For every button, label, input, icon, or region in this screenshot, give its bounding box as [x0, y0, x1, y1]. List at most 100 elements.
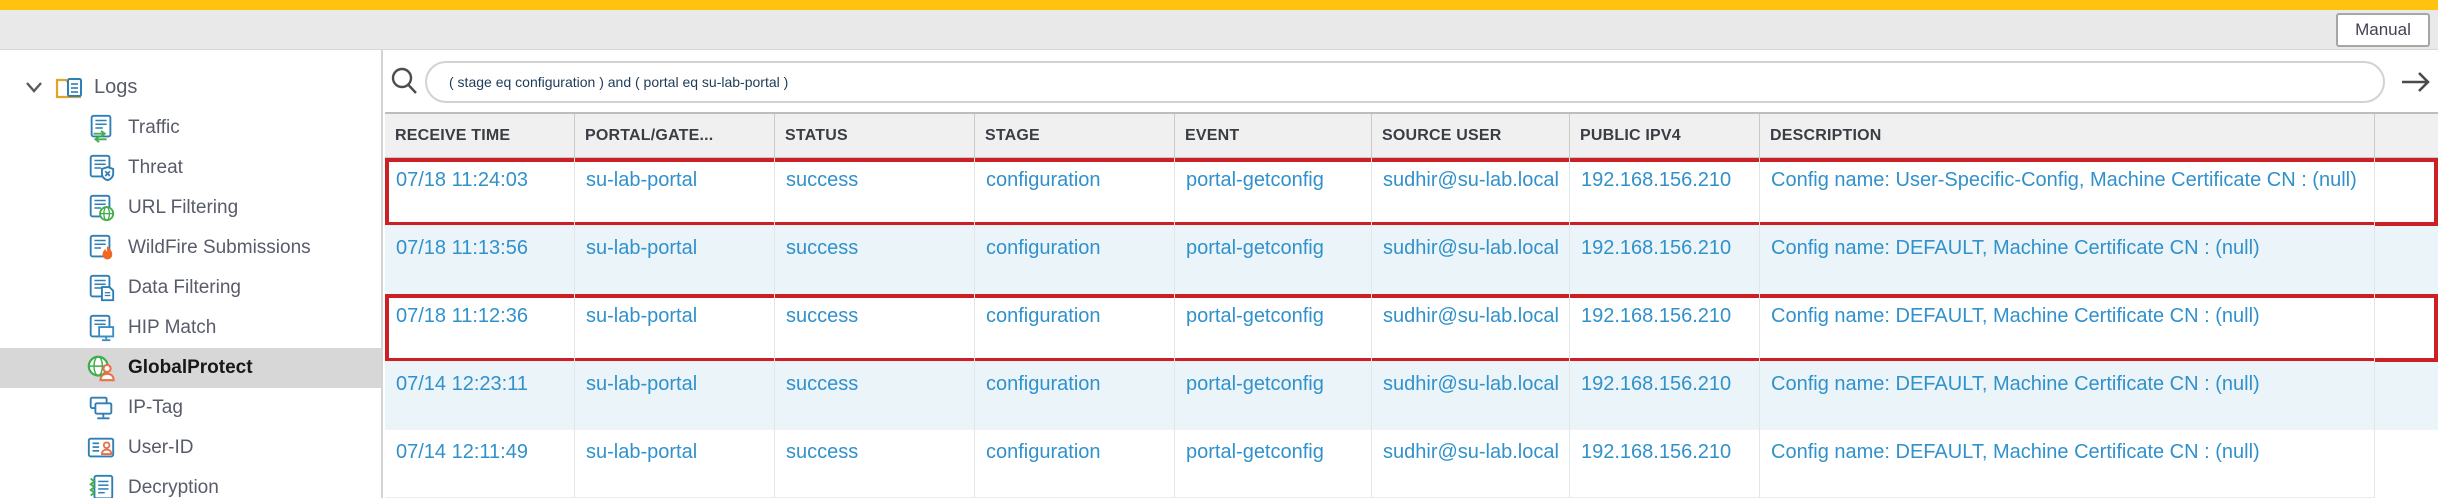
- cell-status: success: [775, 294, 975, 362]
- search-icon: [389, 65, 421, 102]
- sidebar-item-label: URL Filtering: [128, 197, 239, 218]
- cell-portal: su-lab-portal: [575, 226, 775, 294]
- column-header-source-user[interactable]: SOURCE USER: [1372, 114, 1570, 157]
- row-gutter: [2375, 430, 2438, 498]
- cell-status: success: [775, 158, 975, 226]
- log-viewer-panel: ( stage eq configuration ) and ( portal …: [385, 50, 2438, 498]
- data-filtering-log-icon: [89, 274, 115, 302]
- user-id-log-icon: [87, 437, 115, 458]
- top-toolbar: Manual: [0, 10, 2438, 50]
- sidebar-item-traffic[interactable]: Traffic: [0, 108, 381, 148]
- sidebar-item-wildfire-submissions[interactable]: WildFire Submissions: [0, 228, 381, 268]
- sidebar-item-hip-match[interactable]: HIP Match: [0, 308, 381, 348]
- sidebar-item-ip-tag[interactable]: IP-Tag: [0, 388, 381, 428]
- sidebar-item-label: GlobalProtect: [128, 357, 253, 378]
- refresh-mode-dropdown[interactable]: Manual: [2336, 13, 2430, 47]
- sidebar-item-data-filtering[interactable]: Data Filtering: [0, 268, 381, 308]
- column-header-status[interactable]: STATUS: [775, 114, 975, 157]
- cell-source-user: sudhir@su-lab.local: [1372, 226, 1570, 294]
- cell-source-user: sudhir@su-lab.local: [1372, 362, 1570, 430]
- chevron-down-icon[interactable]: [22, 75, 46, 99]
- column-header-description[interactable]: DESCRIPTION: [1760, 114, 2375, 157]
- sidebar-item-label: Decryption: [128, 477, 219, 498]
- cell-receive-time: 07/18 11:12:36: [385, 294, 575, 362]
- sidebar-item-label: Traffic: [128, 117, 180, 138]
- apply-filter-arrow-icon[interactable]: [2398, 64, 2434, 105]
- cell-description: Config name: DEFAULT, Machine Certificat…: [1760, 226, 2375, 294]
- cell-public-ipv4: 192.168.156.210: [1570, 294, 1760, 362]
- column-header-portal-gateway[interactable]: PORTAL/GATE...: [575, 114, 775, 157]
- cell-description: Config name: DEFAULT, Machine Certificat…: [1760, 430, 2375, 498]
- globalprotect-log-table: RECEIVE TIME PORTAL/GATE... STATUS STAGE…: [385, 112, 2438, 498]
- table-row[interactable]: 07/18 11:12:36 su-lab-portal success con…: [385, 294, 2438, 362]
- cell-status: success: [775, 362, 975, 430]
- table-row[interactable]: 07/14 12:23:11 su-lab-portal success con…: [385, 362, 2438, 430]
- cell-event: portal-getconfig: [1175, 362, 1372, 430]
- sidebar-item-globalprotect[interactable]: GlobalProtect: [0, 348, 381, 388]
- sidebar-item-logs[interactable]: Logs: [0, 66, 381, 108]
- ip-tag-log-icon: [89, 396, 113, 420]
- cell-portal: su-lab-portal: [575, 430, 775, 498]
- table-row[interactable]: 07/18 11:13:56 su-lab-portal success con…: [385, 226, 2438, 294]
- hip-match-log-icon: [89, 314, 115, 342]
- log-filter-bar: ( stage eq configuration ) and ( portal …: [385, 50, 2438, 112]
- table-row[interactable]: 07/14 12:11:49 su-lab-portal success con…: [385, 430, 2438, 498]
- sidebar-item-user-id[interactable]: User-ID: [0, 428, 381, 468]
- cell-receive-time: 07/14 12:23:11: [385, 362, 575, 430]
- header-gutter: [2375, 114, 2438, 157]
- cell-description: Config name: DEFAULT, Machine Certificat…: [1760, 362, 2375, 430]
- cell-public-ipv4: 192.168.156.210: [1570, 362, 1760, 430]
- cell-public-ipv4: 192.168.156.210: [1570, 158, 1760, 226]
- column-header-event[interactable]: EVENT: [1175, 114, 1372, 157]
- table-body: 07/18 11:24:03 su-lab-portal success con…: [385, 158, 2438, 498]
- cell-receive-time: 07/18 11:24:03: [385, 158, 575, 226]
- cell-portal: su-lab-portal: [575, 294, 775, 362]
- sidebar-item-label: Data Filtering: [128, 277, 241, 298]
- cell-public-ipv4: 192.168.156.210: [1570, 430, 1760, 498]
- url-filtering-log-icon: [89, 194, 115, 222]
- cell-source-user: sudhir@su-lab.local: [1372, 294, 1570, 362]
- row-gutter: [2375, 226, 2438, 294]
- cell-event: portal-getconfig: [1175, 430, 1372, 498]
- sidebar-item-label: IP-Tag: [128, 397, 183, 418]
- table-header-row: RECEIVE TIME PORTAL/GATE... STATUS STAGE…: [385, 112, 2438, 158]
- cell-event: portal-getconfig: [1175, 294, 1372, 362]
- globalprotect-log-icon: [87, 355, 115, 382]
- column-header-stage[interactable]: STAGE: [975, 114, 1175, 157]
- sidebar-item-label: User-ID: [128, 437, 194, 458]
- cell-portal: su-lab-portal: [575, 362, 775, 430]
- row-gutter: [2375, 158, 2438, 226]
- cell-status: success: [775, 430, 975, 498]
- table-row[interactable]: 07/18 11:24:03 su-lab-portal success con…: [385, 158, 2438, 226]
- decryption-log-icon: [89, 474, 114, 498]
- column-header-public-ipv4[interactable]: PUBLIC IPV4: [1570, 114, 1760, 157]
- cell-status: success: [775, 226, 975, 294]
- sidebar-item-label: Logs: [94, 75, 138, 98]
- column-header-receive-time[interactable]: RECEIVE TIME: [385, 114, 575, 157]
- cell-event: portal-getconfig: [1175, 226, 1372, 294]
- cell-receive-time: 07/18 11:13:56: [385, 226, 575, 294]
- cell-portal: su-lab-portal: [575, 158, 775, 226]
- cell-stage: configuration: [975, 430, 1175, 498]
- logs-navigation-sidebar: Logs Traffic Threat: [0, 50, 383, 498]
- traffic-log-icon: [90, 114, 112, 143]
- cell-stage: configuration: [975, 294, 1175, 362]
- logs-folder-icon: [55, 78, 82, 99]
- cell-receive-time: 07/14 12:11:49: [385, 430, 575, 498]
- cell-event: portal-getconfig: [1175, 158, 1372, 226]
- cell-stage: configuration: [975, 226, 1175, 294]
- sidebar-item-decryption[interactable]: Decryption: [0, 468, 381, 498]
- sidebar-item-label: WildFire Submissions: [128, 237, 311, 258]
- cell-stage: configuration: [975, 158, 1175, 226]
- sidebar-item-label: Threat: [128, 157, 183, 178]
- cell-description: Config name: DEFAULT, Machine Certificat…: [1760, 294, 2375, 362]
- wildfire-submissions-log-icon: [89, 234, 113, 260]
- sidebar-item-label: HIP Match: [128, 317, 217, 338]
- cell-description: Config name: User-Specific-Config, Machi…: [1760, 158, 2375, 226]
- sidebar-item-threat[interactable]: Threat: [0, 148, 381, 188]
- log-filter-input[interactable]: ( stage eq configuration ) and ( portal …: [425, 61, 2385, 103]
- cell-stage: configuration: [975, 362, 1175, 430]
- sidebar-item-url-filtering[interactable]: URL Filtering: [0, 188, 381, 228]
- cell-public-ipv4: 192.168.156.210: [1570, 226, 1760, 294]
- top-accent-stripe: [0, 0, 2438, 10]
